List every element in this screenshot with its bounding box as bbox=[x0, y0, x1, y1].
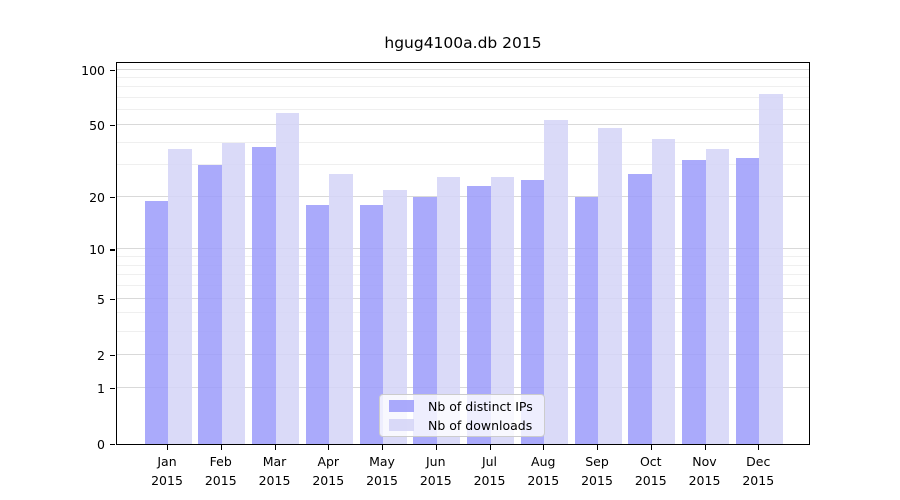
legend-item-downloads: Nb of downloads bbox=[389, 418, 535, 433]
legend-label-distinct-ips: Nb of distinct IPs bbox=[428, 398, 533, 414]
x-axis-tick bbox=[543, 445, 545, 450]
bar-distinct-ips bbox=[144, 200, 168, 444]
x-axis-tick bbox=[704, 445, 706, 450]
y-tick-label: 50 bbox=[89, 117, 105, 133]
bar-downloads bbox=[544, 120, 568, 444]
bar-distinct-ips bbox=[198, 165, 222, 444]
major-gridline bbox=[117, 353, 809, 355]
minor-gridline bbox=[117, 141, 809, 143]
y-tick-label: 10 bbox=[89, 242, 105, 258]
x-axis-tick bbox=[328, 445, 330, 450]
y-axis-tick bbox=[110, 444, 115, 446]
minor-gridline bbox=[117, 274, 809, 276]
x-axis-tick bbox=[597, 445, 599, 450]
bar-downloads bbox=[168, 148, 192, 444]
minor-gridline bbox=[117, 97, 809, 99]
minor-gridline bbox=[117, 312, 809, 314]
bar-downloads bbox=[275, 113, 299, 444]
minor-gridline bbox=[117, 264, 809, 266]
y-tick-label: 100 bbox=[81, 62, 105, 78]
y-tick-label: 20 bbox=[89, 189, 105, 205]
x-tick-label: May 2015 bbox=[366, 454, 398, 488]
bar-downloads bbox=[329, 173, 353, 444]
bar-distinct-ips bbox=[252, 146, 276, 444]
bar-downloads bbox=[705, 148, 729, 444]
y-axis-tick bbox=[110, 298, 115, 300]
major-gridline bbox=[117, 68, 809, 70]
bar-distinct-ips bbox=[305, 205, 330, 444]
y-axis-tick bbox=[110, 387, 115, 389]
minor-gridline bbox=[117, 285, 809, 287]
minor-gridline bbox=[117, 109, 809, 111]
x-tick-label: Jul 2015 bbox=[473, 454, 506, 488]
x-axis-tick bbox=[435, 445, 437, 450]
major-gridline bbox=[117, 386, 809, 388]
bar-distinct-ips bbox=[682, 160, 706, 444]
y-axis-tick bbox=[110, 124, 115, 127]
bar-distinct-ips bbox=[574, 196, 598, 444]
x-tick-label: Mar 2015 bbox=[258, 454, 291, 488]
y-axis-tick bbox=[110, 196, 115, 199]
y-tick-label: 0 bbox=[97, 437, 105, 452]
x-axis-tick bbox=[758, 445, 760, 450]
minor-gridline bbox=[117, 164, 809, 166]
x-tick-label: Dec 2015 bbox=[742, 454, 775, 488]
plot-area bbox=[116, 62, 810, 445]
bar-distinct-ips bbox=[413, 196, 437, 444]
minor-gridline bbox=[117, 330, 809, 332]
y-tick-label: 1 bbox=[97, 380, 105, 396]
legend: Nb of distinct IPs Nb of downloads bbox=[379, 394, 545, 437]
bar-distinct-ips bbox=[467, 186, 491, 444]
x-tick-label: Apr 2015 bbox=[312, 454, 345, 488]
x-axis-tick bbox=[220, 445, 222, 450]
minor-gridline bbox=[117, 86, 809, 88]
x-axis-tick bbox=[382, 445, 384, 450]
y-axis-tick bbox=[110, 249, 115, 251]
x-axis-tick bbox=[274, 445, 276, 450]
y-axis-tick bbox=[110, 354, 115, 357]
bar-distinct-ips bbox=[628, 173, 652, 444]
bar-downloads bbox=[651, 138, 676, 444]
y-axis-tick bbox=[110, 69, 115, 71]
bar-downloads bbox=[383, 189, 407, 444]
y-tick-label: 2 bbox=[97, 347, 105, 363]
legend-label-downloads: Nb of downloads bbox=[428, 417, 533, 433]
x-tick-label: Jan 2015 bbox=[151, 454, 183, 488]
minor-gridline bbox=[117, 256, 809, 258]
y-tick-label: 5 bbox=[97, 291, 105, 307]
chart-title: hgug4100a.db 2015 bbox=[384, 34, 542, 52]
legend-swatch-distinct-ips bbox=[389, 400, 414, 412]
legend-swatch-downloads bbox=[389, 419, 414, 431]
x-tick-label: Feb 2015 bbox=[204, 454, 237, 488]
bar-downloads bbox=[490, 176, 514, 444]
bar-distinct-ips bbox=[735, 157, 760, 444]
bar-downloads bbox=[221, 142, 246, 444]
x-tick-label: Jun 2015 bbox=[419, 454, 452, 488]
x-tick-label: Oct 2015 bbox=[634, 454, 667, 488]
major-gridline bbox=[117, 248, 809, 250]
legend-item-distinct-ips: Nb of distinct IPs bbox=[389, 399, 535, 414]
x-tick-label: Nov 2015 bbox=[688, 454, 721, 488]
x-axis-tick bbox=[650, 445, 652, 450]
bar-distinct-ips bbox=[520, 179, 545, 444]
major-gridline bbox=[117, 123, 809, 125]
bar-downloads bbox=[436, 176, 461, 444]
bar-downloads bbox=[598, 128, 622, 444]
bar-distinct-ips bbox=[359, 205, 383, 444]
bar-downloads bbox=[759, 93, 783, 444]
major-gridline bbox=[117, 297, 809, 299]
x-axis-tick bbox=[489, 445, 491, 450]
x-tick-label: Aug 2015 bbox=[527, 454, 560, 488]
x-axis-tick bbox=[167, 445, 169, 450]
major-gridline bbox=[117, 195, 809, 197]
x-tick-label: Sep 2015 bbox=[581, 454, 613, 488]
minor-gridline bbox=[117, 76, 809, 78]
